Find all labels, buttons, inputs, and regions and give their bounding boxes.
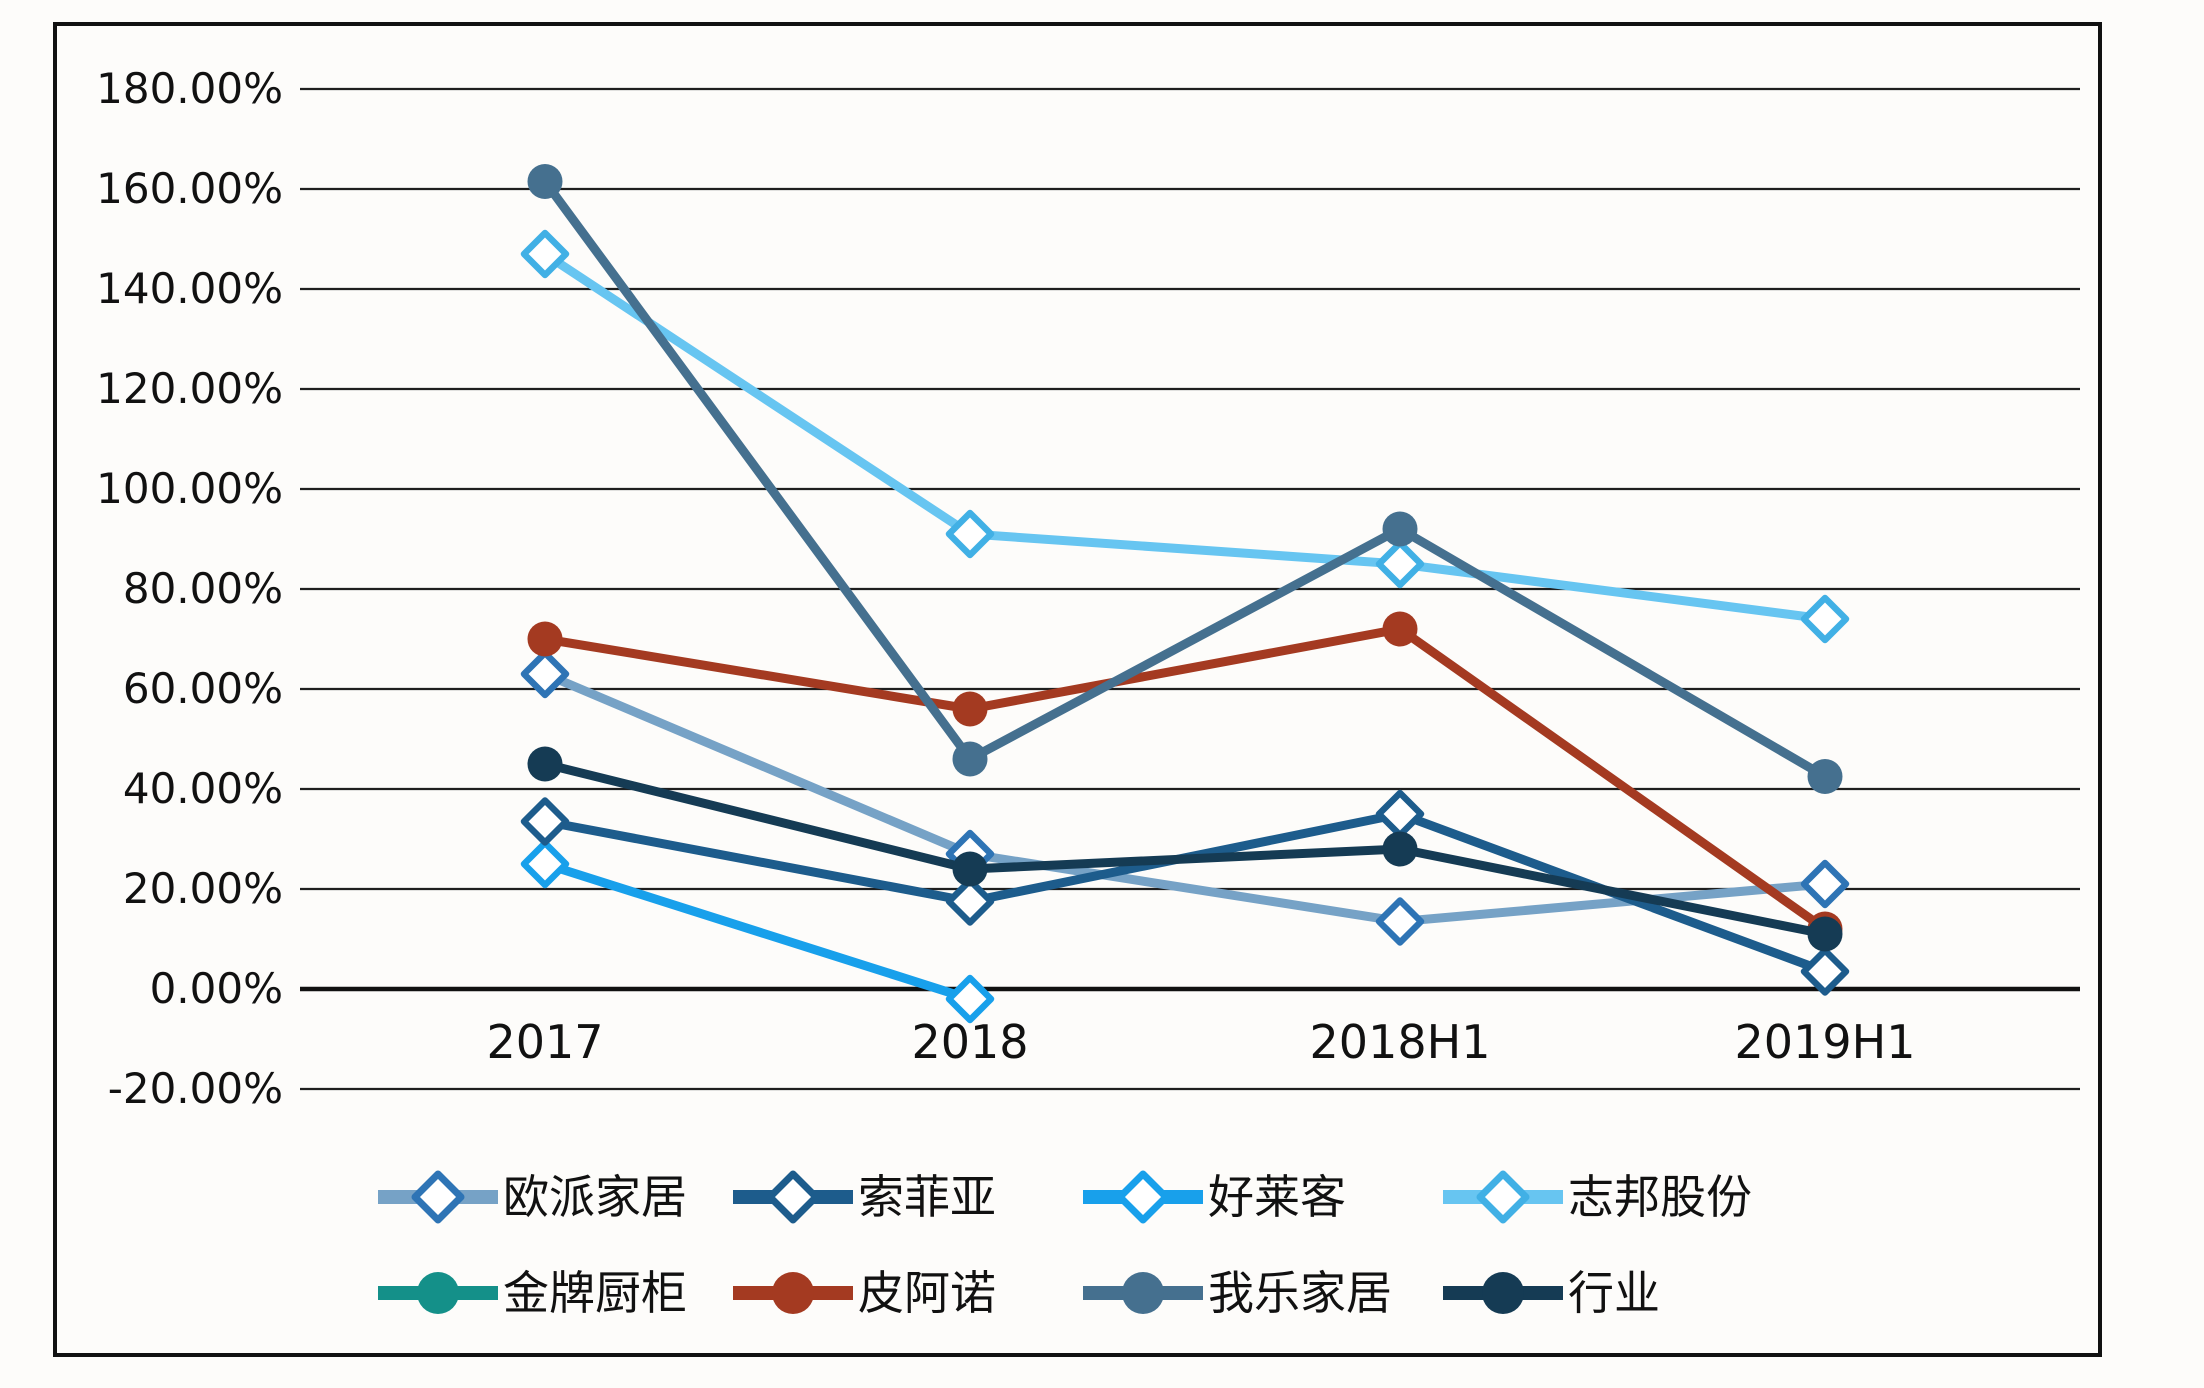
series-line-holike bbox=[540, 859, 975, 1004]
legend-label-oppein-home: 欧派家居 bbox=[503, 1170, 687, 1224]
y-tick-label: 80.00% bbox=[123, 564, 283, 613]
legend-marker-zbom-share bbox=[1476, 1170, 1530, 1224]
x-tick-label: 2018 bbox=[911, 1015, 1028, 1069]
series-point-oppein-home bbox=[1375, 897, 1425, 946]
series-point-industry bbox=[1807, 916, 1843, 952]
legend-item-piano: 皮阿诺 bbox=[733, 1266, 996, 1320]
legend-marker-holike bbox=[1116, 1170, 1170, 1224]
y-tick-label: -20.00% bbox=[108, 1064, 283, 1113]
series-point-wole-home bbox=[952, 741, 988, 777]
x-tick-label: 2019H1 bbox=[1735, 1015, 1916, 1069]
series-line-zbom-share bbox=[540, 249, 1830, 624]
y-tick-label: 40.00% bbox=[123, 764, 283, 813]
legend-label-wole-home: 我乐家居 bbox=[1208, 1266, 1392, 1320]
series-point-zbom-share bbox=[945, 509, 995, 559]
legend-item-oppein-home: 欧派家居 bbox=[378, 1170, 687, 1224]
series-point-piano bbox=[1382, 611, 1418, 647]
y-tick-label: 20.00% bbox=[123, 864, 283, 913]
series-point-sofia bbox=[945, 877, 995, 926]
legend-marker-piano bbox=[772, 1272, 814, 1314]
legend-item-goldenhome: 金牌厨柜 bbox=[378, 1266, 687, 1320]
y-tick-label: 160.00% bbox=[96, 164, 283, 213]
legend-marker-oppein-home bbox=[411, 1170, 465, 1224]
series-point-industry bbox=[952, 851, 988, 887]
y-tick-label: 100.00% bbox=[96, 464, 283, 513]
legend-marker-sofia bbox=[766, 1170, 820, 1224]
legend-label-piano: 皮阿诺 bbox=[858, 1266, 996, 1320]
y-tick-label: 60.00% bbox=[123, 664, 283, 713]
series-point-zbom-share bbox=[520, 229, 570, 279]
y-tick-label: 180.00% bbox=[96, 64, 283, 113]
legend-marker-wole-home bbox=[1122, 1272, 1164, 1314]
y-tick-label: 120.00% bbox=[96, 364, 283, 413]
legend-item-zbom-share: 志邦股份 bbox=[1443, 1170, 1752, 1224]
series-point-industry bbox=[527, 746, 563, 782]
series-point-wole-home bbox=[1807, 759, 1843, 794]
legend-item-sofia: 索菲亚 bbox=[733, 1170, 996, 1224]
series-point-holike bbox=[520, 839, 570, 889]
y-tick-label: 140.00% bbox=[96, 264, 283, 313]
legend-label-holike: 好莱客 bbox=[1208, 1170, 1346, 1224]
legend-marker-industry bbox=[1482, 1272, 1524, 1314]
legend-item-industry: 行业 bbox=[1443, 1266, 1660, 1320]
series-point-industry bbox=[1382, 831, 1418, 867]
series-point-sofia bbox=[1800, 947, 1850, 996]
x-tick-label: 2018H1 bbox=[1310, 1015, 1491, 1069]
legend-item-holike: 好莱客 bbox=[1083, 1170, 1346, 1224]
series-point-holike bbox=[945, 974, 995, 1024]
y-tick-label: 0.00% bbox=[150, 964, 283, 1013]
series-point-oppein-home bbox=[1800, 859, 1850, 909]
x-tick-label: 2017 bbox=[486, 1015, 603, 1069]
legend-label-industry: 行业 bbox=[1568, 1266, 1660, 1320]
series-line-wole-home bbox=[540, 177, 1830, 781]
series-point-oppein-home bbox=[520, 649, 570, 699]
series-point-wole-home bbox=[527, 164, 563, 199]
chart-border bbox=[53, 22, 2102, 1357]
legend-label-goldenhome: 金牌厨柜 bbox=[503, 1266, 687, 1320]
legend-item-wole-home: 我乐家居 bbox=[1083, 1266, 1392, 1320]
legend-label-zbom-share: 志邦股份 bbox=[1568, 1170, 1752, 1224]
series-point-sofia bbox=[520, 797, 570, 846]
series-point-wole-home bbox=[1382, 511, 1418, 547]
series-line-industry bbox=[540, 759, 1830, 939]
series-point-piano bbox=[952, 691, 988, 727]
legend-marker-goldenhome bbox=[417, 1272, 459, 1314]
series-line-piano bbox=[540, 624, 1830, 934]
legend-label-sofia: 索菲亚 bbox=[858, 1170, 996, 1224]
series-line-oppein-home bbox=[540, 669, 1830, 926]
series-point-zbom-share bbox=[1375, 539, 1425, 589]
series-point-piano bbox=[527, 621, 563, 657]
series-point-zbom-share bbox=[1800, 594, 1850, 644]
